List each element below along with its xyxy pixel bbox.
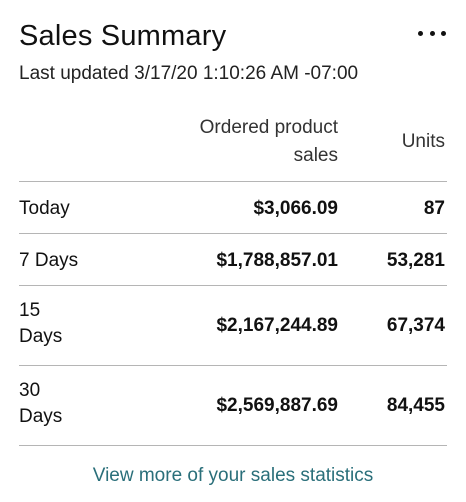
table-row-today: Today $3,066.09 87: [19, 182, 447, 234]
units-value: 53,281: [386, 250, 445, 271]
ordered-sales-value: $2,167,244.89: [216, 315, 338, 336]
period-label: 15 Days: [19, 298, 79, 350]
card-header: Sales Summary Last updated 3/17/20 1:10:…: [19, 18, 448, 86]
ordered-sales-value: $1,788,857.01: [216, 250, 338, 271]
more-options-icon[interactable]: [418, 22, 446, 44]
period-label-line1: Today: [19, 198, 70, 219]
column-header-sales-line2: sales: [293, 145, 338, 166]
units-value: 67,374: [386, 315, 445, 336]
more-dot: [441, 30, 446, 36]
sales-summary-table: Ordered product sales Units Today $3,066…: [19, 112, 447, 446]
table-header: Ordered product sales Units: [19, 112, 447, 182]
ordered-sales-value: $3,066.09: [253, 198, 338, 219]
period-label: Today: [19, 196, 79, 222]
last-updated-text: Last updated 3/17/20 1:10:26 AM -07:00: [19, 63, 359, 84]
period-label: 7 Days: [19, 248, 109, 274]
table-row-7-days: 7 Days $1,788,857.01 53,281: [19, 234, 447, 286]
units-value: 87: [423, 198, 445, 219]
more-dot: [429, 30, 435, 36]
column-header-ordered-product-sales: Ordered product sales: [138, 114, 338, 170]
column-header-sales-line1: Ordered product: [199, 117, 338, 138]
period-label: 30 Days: [19, 378, 79, 430]
view-more-sales-statistics-link[interactable]: View more of your sales statistics: [92, 465, 374, 486]
period-label-line1: 7 Days: [19, 250, 79, 271]
more-dot: [418, 30, 423, 36]
period-label-line1: 30: [19, 380, 41, 401]
period-label-line2: Days: [19, 406, 63, 427]
table-row-15-days: 15 Days $2,167,244.89 67,374: [19, 286, 447, 366]
period-label-line1: 15: [19, 300, 41, 321]
period-label-line2: Days: [19, 326, 63, 347]
ordered-sales-value: $2,569,887.69: [216, 395, 338, 416]
units-value: 84,455: [386, 395, 445, 416]
card-title: Sales Summary: [19, 20, 227, 52]
column-header-units: Units: [401, 131, 445, 152]
table-row-30-days: 30 Days $2,569,887.69 84,455: [19, 366, 447, 446]
